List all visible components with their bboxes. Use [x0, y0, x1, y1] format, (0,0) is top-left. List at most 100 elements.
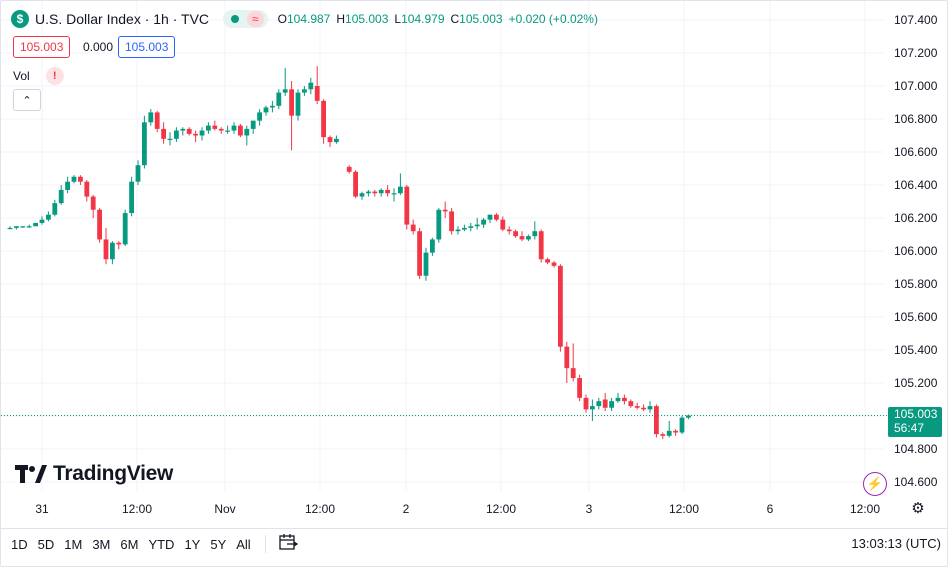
candle: [346, 165, 352, 174]
candle: [564, 341, 570, 383]
candle: [673, 429, 678, 436]
candle: [180, 127, 186, 136]
price-tick-label: 107.000: [894, 79, 938, 93]
candle: [494, 213, 499, 222]
candle: [148, 109, 154, 126]
candle: [295, 89, 301, 121]
volume-label[interactable]: Vol: [13, 69, 30, 83]
candle: [647, 401, 653, 413]
candle: [58, 185, 64, 205]
warning-icon[interactable]: !: [45, 67, 64, 85]
candle: [154, 110, 160, 133]
market-open-dot-icon: [231, 15, 240, 23]
utc-clock[interactable]: 13:03:13 (UTC): [851, 536, 941, 551]
range-all-button[interactable]: All: [236, 536, 251, 552]
candle: [602, 392, 608, 412]
candle: [558, 264, 563, 352]
price-tick-label: 105.400: [894, 343, 938, 357]
status-pill[interactable]: ≈: [223, 10, 268, 28]
candle: [378, 188, 384, 197]
delayed-data-icon[interactable]: ≈: [247, 11, 264, 27]
gear-icon[interactable]: ⚙: [911, 500, 925, 517]
price-tick-label: 105.800: [894, 277, 938, 291]
candle: [238, 123, 243, 138]
candle: [500, 216, 506, 232]
symbol-title[interactable]: U.S. Dollar Index · 1h · TVC: [35, 11, 210, 27]
range-5y-button[interactable]: 5Y: [210, 536, 227, 552]
candle: [583, 394, 589, 413]
range-ytd-button[interactable]: YTD: [148, 536, 175, 552]
candle: [366, 189, 371, 197]
price-tick-label: 105.600: [894, 310, 938, 324]
open-value: 104.987: [286, 12, 331, 26]
candle: [532, 221, 538, 240]
collapse-legend-button[interactable]: ⌃: [13, 89, 41, 111]
candle: [545, 257, 550, 265]
candle: [186, 127, 192, 136]
current-price-value: 105.003: [894, 407, 938, 421]
change-value: +0.020 (+0.02%): [508, 12, 598, 26]
toolbar-divider: [264, 535, 266, 553]
candle: [46, 211, 51, 222]
range-3m-button[interactable]: 3M: [92, 536, 111, 552]
bid-price-box[interactable]: 105.003: [13, 36, 71, 58]
calendar-range-icon[interactable]: [278, 533, 298, 555]
candle: [135, 160, 141, 185]
candle: [289, 81, 294, 151]
range-6m-button[interactable]: 6M: [120, 536, 139, 552]
candle: [334, 135, 339, 144]
candle: [423, 247, 429, 281]
lightning-icon[interactable]: ⚡: [863, 472, 887, 496]
ohlc-values: O104.987 H105.003 L104.979 C105.003 +0.0…: [278, 12, 598, 26]
bar-countdown: 56:47: [894, 421, 925, 435]
ask-price-box[interactable]: 105.003: [118, 36, 176, 58]
candle: [391, 188, 397, 202]
candle: [321, 99, 326, 144]
candle: [97, 208, 102, 243]
candle: [84, 180, 90, 202]
logo-text: TradingView: [53, 462, 174, 485]
candle: [474, 218, 480, 230]
range-1y-button[interactable]: 1Y: [184, 536, 201, 552]
candle: [270, 100, 275, 113]
price-tick-label: 105.200: [894, 376, 938, 390]
candle: [487, 214, 493, 223]
tradingview-logo[interactable]: TradingView: [15, 462, 173, 486]
low-value: 104.979: [401, 12, 445, 26]
candle: [193, 130, 198, 143]
candle: [14, 226, 19, 230]
candle: [231, 122, 237, 134]
candle: [526, 234, 531, 242]
candlestick-series: [7, 66, 691, 440]
candle: [20, 226, 26, 228]
candle: [282, 67, 288, 96]
high-value: 105.003: [345, 12, 389, 26]
candle: [212, 120, 218, 131]
range-5d-button[interactable]: 5D: [37, 536, 55, 552]
range-1m-button[interactable]: 1M: [64, 536, 83, 552]
time-axis: 31 12:00 Nov 12:00 2 12:00 3 12:00 6 12:00: [35, 502, 880, 516]
candle: [276, 89, 282, 110]
open-label: O: [277, 12, 287, 26]
time-tick-label: 12:00: [669, 502, 699, 516]
candle: [609, 397, 614, 412]
close-label: C: [450, 12, 460, 26]
candle: [596, 397, 602, 410]
bottom-toolbar: 1D 5D 1M 3M 6M YTD 1Y 5Y All 13:03:13 (U…: [1, 528, 947, 559]
candle: [90, 194, 96, 218]
candle: [628, 399, 634, 408]
candle: [39, 216, 45, 225]
candle: [129, 176, 134, 217]
price-tick-label: 104.600: [894, 475, 938, 489]
price-tick-label: 106.400: [894, 178, 938, 192]
candle: [116, 241, 122, 250]
candle: [199, 127, 205, 141]
candle: [26, 224, 32, 228]
candle: [7, 226, 13, 230]
price-tick-label: 107.200: [894, 46, 938, 60]
candle: [161, 122, 166, 144]
candle: [538, 229, 544, 263]
candle: [385, 185, 390, 197]
range-1d-button[interactable]: 1D: [11, 536, 28, 552]
